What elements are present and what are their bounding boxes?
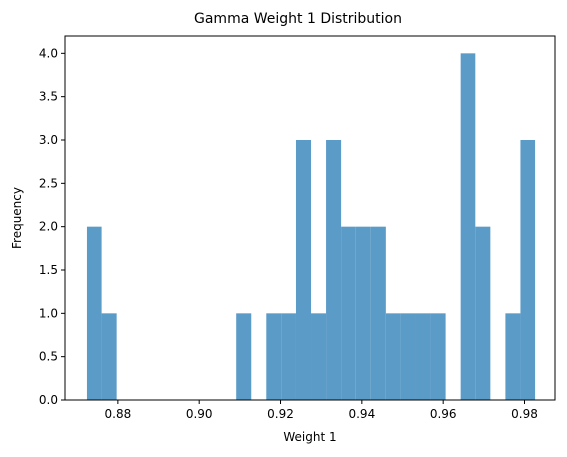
plot-frame: [64, 35, 556, 401]
x-tick-label: 0.90: [186, 407, 213, 421]
histogram-bar: [101, 313, 117, 400]
x-axis-ticks: 0.88 0.90 0.92 0.94 0.96 0.98: [105, 400, 538, 421]
x-tick-label: 0.96: [430, 407, 457, 421]
y-tick-label: 1.0: [39, 306, 58, 320]
histogram-bar: [520, 140, 536, 400]
histogram-bar: [475, 226, 491, 400]
y-tick-label: 2.5: [39, 176, 58, 190]
y-tick-label: 0.0: [39, 393, 58, 407]
x-tick-label: 0.88: [105, 407, 132, 421]
histogram-bar: [460, 53, 476, 400]
y-tick-label: 0.5: [39, 350, 58, 364]
histogram-bar: [295, 140, 312, 400]
x-tick-label: 0.98: [511, 407, 538, 421]
histogram-bars: [86, 53, 536, 400]
y-axis-ticks: 0.0 0.5 1.0 1.5 2.0 2.5 3.0 3.5 4.0: [39, 46, 65, 407]
x-axis-label: Weight 1: [283, 430, 336, 444]
chart-title: Gamma Weight 1 Distribution: [194, 11, 402, 27]
y-tick-label: 3.5: [39, 90, 58, 104]
histogram-bar: [281, 313, 296, 400]
histogram-bar: [430, 313, 446, 400]
histogram-bar: [400, 313, 416, 400]
y-tick-label: 1.5: [39, 263, 58, 277]
histogram-bar: [370, 226, 386, 400]
histogram-bar: [505, 313, 521, 400]
histogram-bar: [236, 313, 252, 400]
histogram-bar: [355, 226, 371, 400]
histogram-bar: [311, 313, 327, 400]
y-tick-label: 3.0: [39, 133, 58, 147]
histogram-bar: [341, 226, 356, 400]
histogram-bar: [415, 313, 431, 400]
x-tick-label: 0.94: [348, 407, 375, 421]
y-tick-label: 4.0: [39, 46, 58, 60]
y-tick-label: 2.0: [39, 220, 58, 234]
histogram-bar: [86, 226, 102, 400]
y-axis-label: Frequency: [10, 187, 24, 249]
histogram-bar: [266, 313, 282, 400]
histogram-bar: [326, 140, 342, 400]
x-tick-label: 0.92: [267, 407, 294, 421]
histogram-bar: [385, 313, 401, 400]
